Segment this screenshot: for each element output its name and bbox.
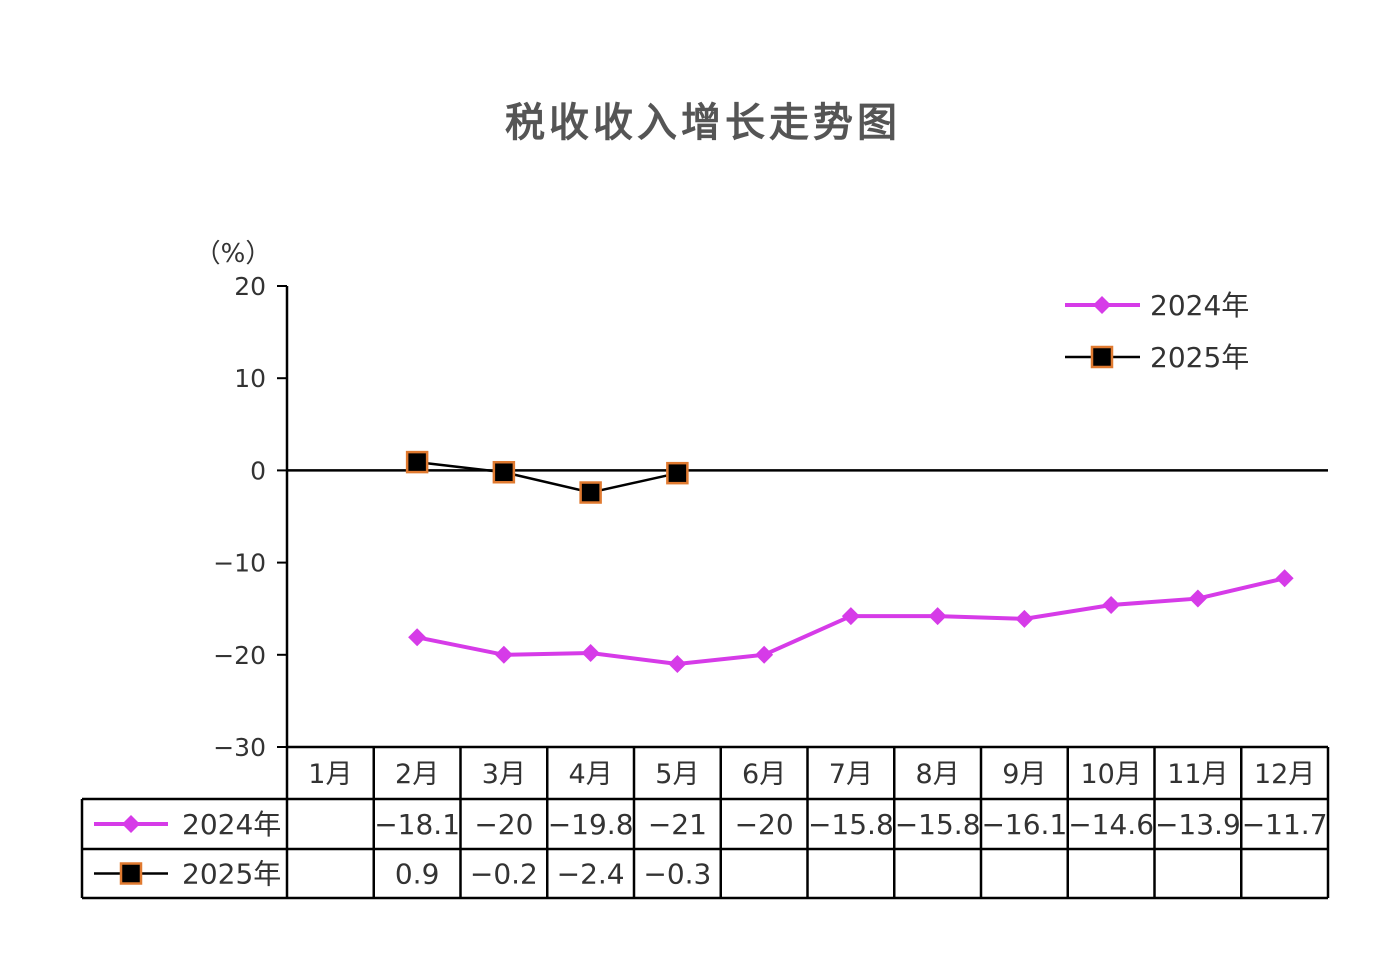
x-tick-label: 11月 — [1167, 759, 1228, 790]
row-key-marker — [122, 815, 140, 833]
data-label: −16.1 — [981, 808, 1067, 841]
y-axis-unit: （%） — [195, 239, 272, 269]
data-point-diamond — [1102, 596, 1121, 615]
data-point-diamond — [841, 607, 860, 626]
legend-item: 2025年 — [1065, 341, 1249, 374]
x-tick-label: 4月 — [569, 759, 613, 790]
data-point-diamond — [668, 655, 687, 674]
x-tick-label: 10月 — [1080, 759, 1141, 790]
x-tick-label: 8月 — [916, 759, 960, 790]
x-tick-label: 2月 — [395, 759, 439, 790]
data-point-diamond — [1275, 569, 1294, 588]
legend-label: 2024年 — [1150, 289, 1249, 322]
data-point-square — [666, 461, 689, 485]
x-tick-label: 7月 — [829, 759, 873, 790]
table-row: 2024年 −18.1 −20 −19.8 −21 −20 −15.8 −15.8 −16.1−… — [94, 808, 1328, 841]
row-label: 2024年 — [182, 808, 281, 841]
data-point-diamond — [408, 628, 427, 647]
y-tick-label: 20 — [234, 272, 266, 301]
data-point-square — [492, 460, 516, 484]
x-tick-label: 12月 — [1254, 759, 1315, 790]
data-point-square — [579, 481, 602, 504]
data-point-diamond — [755, 645, 774, 664]
row-key-marker — [119, 862, 143, 885]
y-tick-label: −10 — [213, 549, 266, 578]
row-label: 2025年 — [182, 858, 281, 891]
data-point-diamond — [581, 643, 600, 662]
data-label: −19.8 — [548, 808, 634, 841]
legend: 2024年 2025年 — [1065, 289, 1249, 374]
data-label: −14.6 — [1068, 808, 1154, 841]
table-row: 2025年 0.9 −0.2 −2.4 −0.3 — [94, 858, 711, 891]
data-label: −18.1 — [374, 808, 460, 841]
y-tick-label: 10 — [234, 364, 266, 393]
x-tick-label: 6月 — [742, 759, 786, 790]
y-tick-label: −30 — [213, 733, 266, 762]
series-2025年 — [405, 450, 689, 504]
chart-title: 税收收入增长走势图 — [505, 100, 901, 146]
legend-marker — [1090, 345, 1114, 369]
data-label: −15.8 — [808, 808, 894, 841]
series-2024年 — [408, 569, 1294, 674]
data-point-diamond — [928, 607, 947, 626]
data-label: −21 — [648, 808, 707, 841]
data-label: −0.2 — [470, 858, 538, 891]
data-label: −2.4 — [557, 858, 625, 891]
data-point-diamond — [494, 645, 513, 664]
data-label: −0.3 — [643, 858, 711, 891]
data-point-diamond — [1015, 609, 1034, 628]
data-label: −15.8 — [895, 808, 981, 841]
legend-item: 2024年 — [1065, 289, 1249, 322]
x-tick-label: 3月 — [482, 759, 526, 790]
y-tick-label: −20 — [213, 641, 266, 670]
x-tick-label: 5月 — [655, 759, 699, 790]
data-label: −11.7 — [1242, 808, 1328, 841]
y-tick-label: 0 — [250, 456, 266, 485]
data-point-diamond — [1188, 589, 1207, 608]
data-label: −20 — [735, 808, 794, 841]
x-tick-label: 9月 — [1002, 759, 1046, 790]
data-label: −20 — [474, 808, 533, 841]
data-table: 1月 2月 3月 4月 5月 6月 7月 8月 9月 10月 11月 12月 2024年 −18.1 −20… — [80, 745, 1330, 900]
legend-marker — [1093, 296, 1111, 314]
axes — [285, 286, 1328, 747]
data-label: −13.9 — [1155, 808, 1241, 841]
data-point-square — [405, 450, 429, 474]
y-ticks: 20 10 0 −10 −20 −30 — [213, 272, 287, 762]
data-label: 0.9 — [395, 858, 440, 891]
legend-label: 2025年 — [1150, 341, 1249, 374]
series-line — [416, 460, 678, 494]
x-tick-label: 1月 — [308, 759, 352, 790]
series-lines — [405, 450, 1294, 674]
